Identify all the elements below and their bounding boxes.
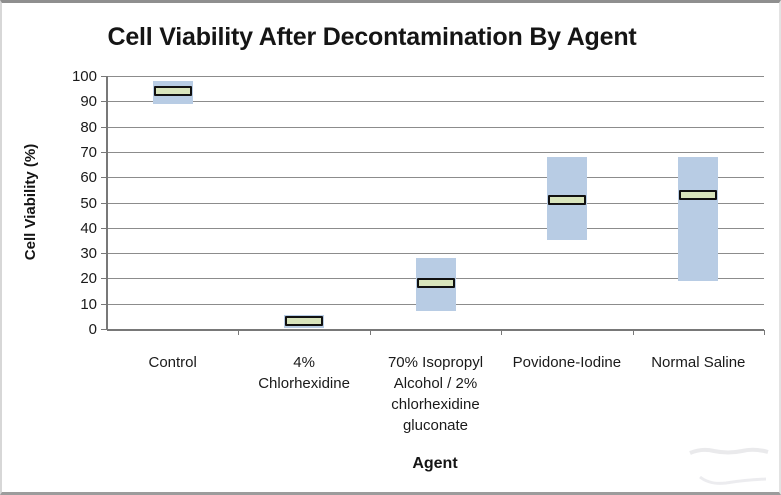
y-axis-tick-100 (101, 76, 107, 77)
y-tick-label-20: 20 (80, 270, 97, 288)
y-axis-tick-80 (101, 126, 107, 128)
y-axis-tick-40 (101, 227, 107, 229)
gridline-100 (107, 76, 764, 77)
gridline-70 (107, 151, 764, 153)
gridline-80 (107, 126, 764, 128)
y-tick-label-60: 60 (80, 169, 97, 187)
x-tick-label: Normal Saline (651, 354, 746, 371)
gridline-50 (107, 202, 764, 204)
y-tick-label-10: 10 (80, 295, 97, 313)
median-marker (679, 189, 718, 200)
watermark-smudge (689, 447, 769, 485)
x-axis-title: Agent (412, 455, 458, 472)
gridline-40 (107, 227, 764, 229)
y-axis-line (106, 76, 108, 330)
chart-title: Cell Viability After Decontamination By … (107, 23, 637, 51)
y-axis-tick-10 (101, 303, 107, 305)
range-box (678, 156, 719, 281)
x-tick-label: Control (148, 354, 197, 371)
gridline-90 (107, 101, 764, 103)
x-axis-tick-5 (764, 330, 765, 335)
y-axis-tick-90 (101, 101, 107, 103)
y-axis-tick-50 (101, 202, 107, 204)
gridline-60 (107, 177, 764, 179)
y-axis-tick-0 (101, 329, 107, 330)
x-axis-tick-4 (632, 330, 634, 335)
y-tick-label-100: 100 (71, 68, 97, 85)
y-axis-tick-20 (101, 278, 107, 280)
y-tick-label-50: 50 (80, 194, 97, 212)
gridline-0 (107, 329, 764, 331)
x-axis-tick-2 (369, 330, 371, 335)
x-axis-tick-3 (501, 330, 503, 335)
y-tick-label-40: 40 (80, 219, 97, 237)
y-tick-label-70: 70 (80, 143, 97, 161)
y-axis-tick-60 (101, 177, 107, 179)
gridline-30 (107, 253, 764, 255)
x-tick-label: 4% Chlorhexidine (258, 354, 350, 392)
y-tick-label-0: 0 (88, 321, 97, 338)
median-marker (416, 278, 455, 289)
y-axis-title: Cell Viability (%) (22, 143, 39, 261)
x-tick-label: 70% Isopropyl Alcohol / 2% chlorhexidine… (387, 354, 484, 434)
x-tick-label: Povidone-Iodine (512, 354, 622, 371)
median-marker (285, 316, 324, 327)
median-marker (547, 194, 586, 205)
y-tick-label-90: 90 (80, 93, 97, 111)
y-axis-tick-30 (101, 253, 107, 255)
y-tick-label-80: 80 (80, 118, 97, 136)
median-marker (153, 86, 192, 97)
y-axis-tick-70 (101, 151, 107, 153)
y-tick-label-30: 30 (80, 245, 97, 263)
x-axis-tick-1 (238, 330, 240, 335)
